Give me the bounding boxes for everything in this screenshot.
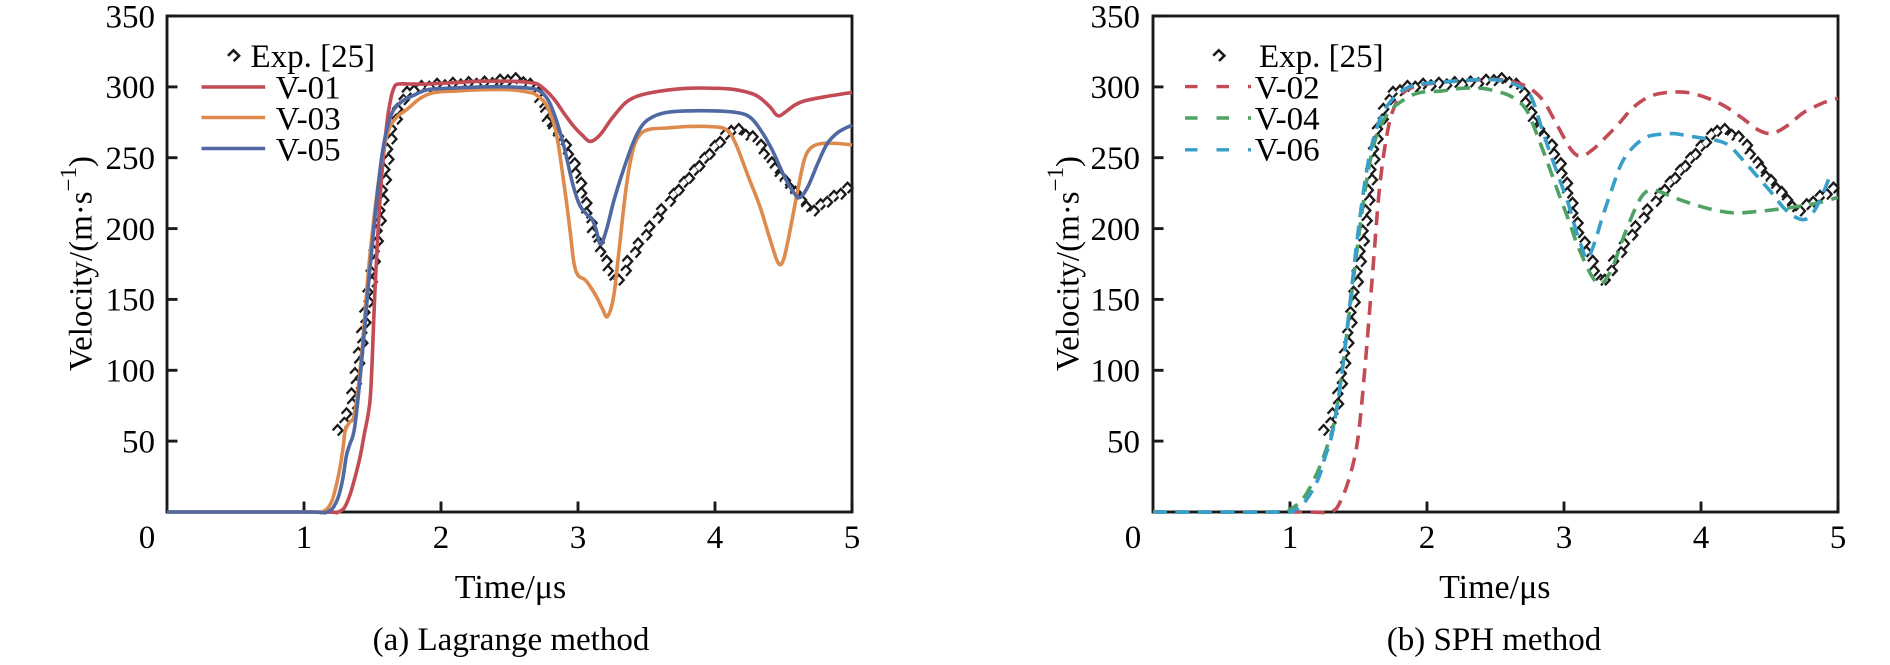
svg-text:250: 250 (106, 141, 156, 177)
svg-text:V-05: V-05 (276, 133, 341, 169)
svg-text:5: 5 (844, 520, 861, 556)
svg-text:300: 300 (106, 70, 156, 106)
svg-text:V-02: V-02 (1255, 71, 1320, 107)
svg-text:150: 150 (1091, 283, 1141, 319)
svg-text:3: 3 (570, 520, 587, 556)
svg-text:V-04: V-04 (1255, 102, 1320, 138)
svg-text:Time/μs: Time/μs (455, 569, 566, 606)
svg-text:50: 50 (1107, 424, 1140, 460)
svg-text:1: 1 (296, 520, 313, 556)
svg-text:100: 100 (1091, 354, 1141, 390)
svg-text:350: 350 (1091, 0, 1141, 35)
svg-text:0: 0 (139, 520, 156, 556)
svg-text:3: 3 (1556, 520, 1573, 556)
svg-text:200: 200 (106, 212, 156, 248)
svg-text:100: 100 (106, 354, 156, 390)
svg-text:Exp. [25]: Exp. [25] (1259, 39, 1384, 75)
svg-text:(b) SPH method: (b) SPH method (1387, 622, 1602, 658)
svg-text:1: 1 (1282, 520, 1299, 556)
svg-text:4: 4 (707, 520, 724, 556)
svg-text:4: 4 (1693, 520, 1710, 556)
svg-text:2: 2 (433, 520, 450, 556)
svg-text:2: 2 (1419, 520, 1436, 556)
svg-text:150: 150 (106, 283, 156, 319)
svg-text:Velocity/(m·s−1): Velocity/(m·s−1) (1043, 156, 1087, 371)
svg-text:Velocity/(m·s−1): Velocity/(m·s−1) (56, 156, 100, 371)
svg-text:Time/μs: Time/μs (1439, 569, 1550, 606)
svg-text:Exp. [25]: Exp. [25] (251, 39, 376, 75)
svg-text:300: 300 (1091, 70, 1141, 106)
svg-text:250: 250 (1091, 141, 1141, 177)
svg-text:(a) Lagrange method: (a) Lagrange method (373, 622, 650, 658)
svg-text:5: 5 (1830, 520, 1847, 556)
svg-text:V-01: V-01 (276, 71, 341, 107)
svg-text:200: 200 (1091, 212, 1141, 248)
svg-text:350: 350 (106, 0, 156, 35)
svg-text:V-03: V-03 (276, 102, 341, 138)
svg-text:0: 0 (1125, 520, 1142, 556)
svg-text:50: 50 (122, 424, 155, 460)
svg-text:V-06: V-06 (1255, 133, 1320, 169)
